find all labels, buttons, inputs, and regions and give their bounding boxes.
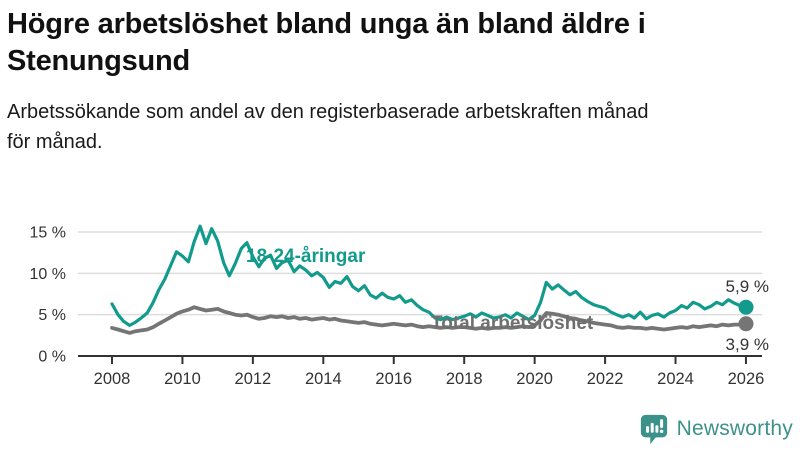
brand-name: Newsworthy — [676, 416, 793, 440]
end-dot-total — [738, 316, 754, 332]
page-title: Högre arbetslöshet bland unga än bland ä… — [7, 6, 794, 80]
y-axis-tick-label: 0 % — [38, 349, 66, 366]
y-axis-tick-label: 5 % — [38, 307, 66, 324]
x-axis-tick-label: 2026 — [728, 370, 765, 388]
x-axis-tick-label: 2012 — [235, 370, 272, 388]
x-axis-tick-label: 2008 — [94, 370, 131, 388]
y-axis-tick-label: 10 % — [30, 266, 66, 283]
y-axis-tick-label: 15 % — [30, 224, 66, 241]
end-value-youth: 5,9 % — [725, 277, 769, 296]
x-axis-tick-label: 2022 — [587, 370, 624, 388]
x-axis-tick-label: 2014 — [305, 370, 342, 388]
x-axis-tick-label: 2024 — [657, 370, 694, 388]
line-series-total — [110, 305, 748, 335]
bar-chart-speech-bubble-icon — [640, 414, 667, 444]
title-line-1: Högre arbetslöshet bland unga än bland ä… — [7, 8, 646, 40]
x-axis-tick-label: 2016 — [375, 370, 412, 388]
x-axis-tick-label: 2020 — [516, 370, 553, 388]
end-dot-youth — [738, 299, 754, 315]
series-label-total: Total arbetslöshet — [431, 313, 594, 334]
x-axis-tick-label: 2010 — [164, 370, 201, 388]
series-label-youth: 18-24-åringar — [246, 246, 366, 267]
end-value-total: 3,9 % — [725, 335, 769, 354]
line-series-youth — [110, 224, 748, 327]
newsworthy-logo[interactable]: Newsworthy — [639, 413, 793, 444]
chart-header: Högre arbetslöshet bland unga än bland ä… — [7, 6, 794, 157]
chart-subtitle: Arbetssökande som andel av den registerb… — [7, 97, 794, 157]
x-axis-tick-label: 2018 — [446, 370, 483, 388]
subtitle-line-2: för månad. — [7, 131, 103, 154]
subtitle-line-1: Arbetssökande som andel av den registerb… — [7, 101, 649, 124]
title-line-2: Stenungsund — [7, 45, 191, 78]
